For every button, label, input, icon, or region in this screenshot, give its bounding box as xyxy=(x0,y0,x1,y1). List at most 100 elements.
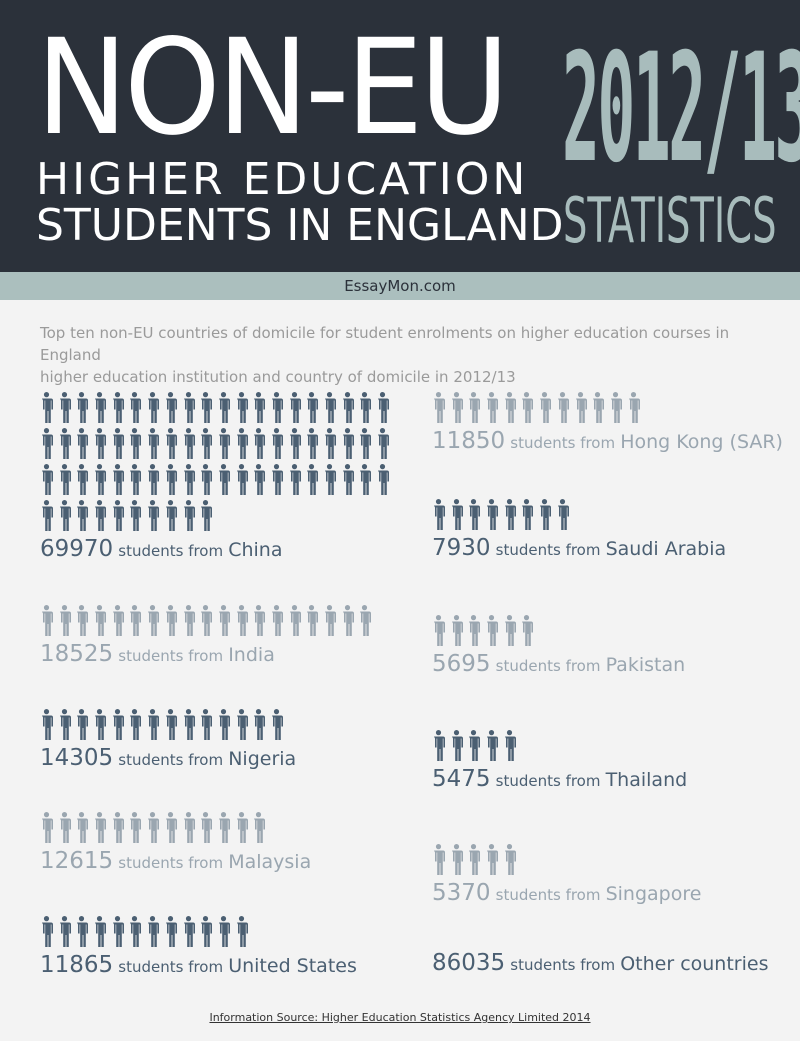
pictograph xyxy=(40,392,400,532)
person-icon xyxy=(628,392,640,423)
person-icon xyxy=(254,428,266,459)
country-name: India xyxy=(228,644,275,666)
person-icon xyxy=(504,615,516,646)
country-name: Thailand xyxy=(605,769,688,791)
person-icon xyxy=(165,605,177,636)
person-icon xyxy=(540,499,552,530)
country-group: 11850 students from Hong Kong (SAR) xyxy=(432,392,792,454)
person-icon xyxy=(593,392,605,423)
country-name: China xyxy=(228,539,283,561)
person-icon xyxy=(522,499,534,530)
person-icon xyxy=(504,499,516,530)
person-icon xyxy=(575,392,587,423)
pictograph xyxy=(40,812,400,844)
person-icon xyxy=(254,709,266,740)
person-icon xyxy=(360,428,372,459)
country-name: Other countries xyxy=(620,953,769,975)
source-link[interactable]: Information Source: Higher Education Sta… xyxy=(209,1011,591,1024)
person-icon xyxy=(487,615,499,646)
person-icon xyxy=(236,709,248,740)
person-icon xyxy=(236,464,248,495)
person-icon xyxy=(218,464,230,495)
person-icon xyxy=(325,464,336,495)
country-name: Singapore xyxy=(605,883,702,905)
person-icon xyxy=(183,812,195,843)
person-icon xyxy=(59,392,71,423)
person-icon xyxy=(218,605,230,636)
person-icon xyxy=(95,464,107,495)
person-icon xyxy=(95,392,107,423)
person-icon xyxy=(522,392,534,423)
person-icon xyxy=(183,916,195,947)
country-group: 86035 students from Other countries xyxy=(432,946,768,976)
person-icon xyxy=(487,730,499,761)
person-icon xyxy=(218,392,230,423)
person-icon xyxy=(236,605,248,636)
person-icon xyxy=(77,392,89,423)
person-icon xyxy=(42,605,53,636)
person-icon xyxy=(130,812,142,843)
person-icon xyxy=(42,916,53,947)
person-icon xyxy=(77,464,89,495)
intro-line2: higher education institution and country… xyxy=(40,368,516,386)
person-icon xyxy=(434,730,445,761)
person-icon xyxy=(254,464,266,495)
country-group: 12615 students from Malaysia xyxy=(40,812,400,874)
country-group: 14305 students from Nigeria xyxy=(40,709,400,771)
country-label: 7930 students from Saudi Arabia xyxy=(432,535,792,561)
person-icon xyxy=(42,500,53,531)
person-icon xyxy=(469,730,481,761)
person-icon xyxy=(95,428,107,459)
person-icon xyxy=(325,605,336,636)
subtitle-line2: STUDENTS IN ENGLAND xyxy=(36,200,564,251)
person-icon xyxy=(42,428,53,459)
person-icon xyxy=(148,500,160,531)
person-icon xyxy=(236,392,248,423)
pictograph xyxy=(432,392,792,424)
person-icon xyxy=(218,428,230,459)
person-icon xyxy=(342,392,354,423)
person-icon xyxy=(148,392,160,423)
pictograph xyxy=(40,605,400,637)
person-icon xyxy=(487,499,499,530)
person-icon xyxy=(148,812,160,843)
country-label: 14305 students from Nigeria xyxy=(40,745,400,771)
person-icon xyxy=(112,428,124,459)
person-icon xyxy=(59,464,71,495)
country-group: 11865 students from United States xyxy=(40,916,400,978)
person-icon xyxy=(325,428,336,459)
person-icon xyxy=(360,392,372,423)
person-icon xyxy=(183,464,195,495)
country-name: Nigeria xyxy=(228,748,297,770)
person-icon xyxy=(112,464,124,495)
person-icon xyxy=(378,392,390,423)
country-group: 5370 students from Singapore xyxy=(432,844,792,906)
person-icon xyxy=(254,812,266,843)
person-icon xyxy=(289,605,301,636)
student-count: 11865 xyxy=(40,952,114,978)
person-icon xyxy=(59,916,71,947)
connector-text: students from xyxy=(495,772,601,790)
student-count: 86035 xyxy=(432,950,506,976)
pictograph xyxy=(432,844,792,876)
person-icon xyxy=(610,392,622,423)
pictograph xyxy=(432,730,792,762)
person-icon xyxy=(148,709,160,740)
header: NON-EU HIGHER EDUCATION STUDENTS IN ENGL… xyxy=(0,0,800,272)
country-label: 86035 students from Other countries xyxy=(432,950,768,976)
person-icon xyxy=(59,709,71,740)
person-icon xyxy=(201,709,213,740)
person-icon xyxy=(112,500,124,531)
intro-text: Top ten non-EU countries of domicile for… xyxy=(40,322,780,388)
person-icon xyxy=(522,615,534,646)
country-label: 11865 students from United States xyxy=(40,952,400,978)
person-icon xyxy=(451,499,463,530)
person-icon xyxy=(77,428,89,459)
person-icon xyxy=(469,499,481,530)
connector-text: students from xyxy=(118,751,224,769)
student-count: 69970 xyxy=(40,536,114,562)
person-icon xyxy=(59,812,71,843)
person-icon xyxy=(218,812,230,843)
person-icon xyxy=(469,392,481,423)
person-icon xyxy=(165,812,177,843)
